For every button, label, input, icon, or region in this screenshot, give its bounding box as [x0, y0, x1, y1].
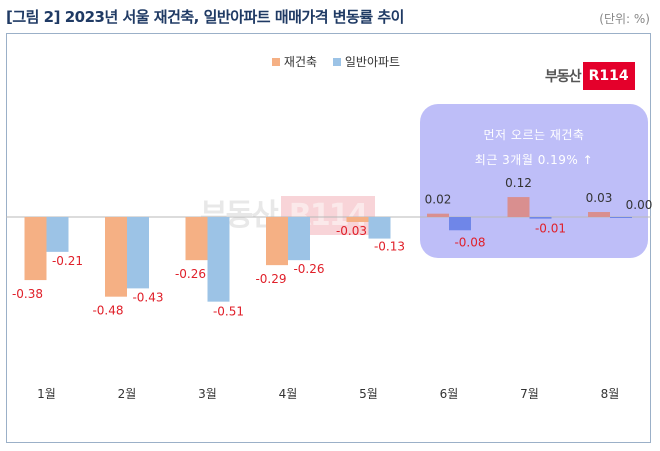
legend: 재건축 일반아파트 [0, 53, 660, 70]
x-tick-label-1: 1월 [37, 387, 56, 401]
bar-rebuild-1 [24, 217, 47, 281]
value-label-rebuild-2: -0.48 [92, 304, 123, 318]
annotation-line-1: 먼저 오르는 재건축 [483, 128, 585, 142]
value-label-rebuild-4: -0.29 [255, 272, 286, 286]
logo-text: 부동산 [545, 69, 582, 85]
value-label-apartment-5: -0.13 [374, 240, 405, 254]
x-tick-label-3: 3월 [198, 387, 217, 401]
bar-apartment-1 [46, 217, 69, 252]
bar-apartment-7 [529, 217, 552, 219]
x-tick-label-5: 5월 [359, 387, 378, 401]
logo-box: R114 [582, 62, 635, 90]
legend-label-apartment: 일반아파트 [344, 55, 401, 69]
value-label-apartment-3: -0.51 [213, 305, 244, 319]
legend-swatch-rebuild [271, 57, 280, 66]
value-label-rebuild-3: -0.26 [175, 267, 206, 281]
bar-apartment-8 [610, 217, 632, 218]
value-label-rebuild-7: 0.12 [505, 176, 532, 190]
brand-logo: 부동산 R114 [545, 62, 635, 90]
x-tick-label-8: 8월 [601, 387, 620, 401]
x-tick-label-7: 7월 [520, 387, 539, 401]
annotation-box: 먼저 오르는 재건축 최근 3개월 0.19% ↑ [420, 104, 648, 258]
bar-apartment-4 [288, 217, 310, 261]
bar-rebuild-6 [427, 213, 449, 217]
value-label-rebuild-5: -0.03 [336, 224, 367, 238]
legend-label-rebuild: 재건축 [283, 55, 318, 69]
bar-apartment-3 [207, 217, 230, 302]
bar-apartment-2 [127, 217, 149, 289]
bar-rebuild-5 [346, 217, 369, 222]
bar-rebuild-7 [507, 197, 530, 217]
annotation-line-2: 최근 3개월 0.19% ↑ [474, 153, 594, 167]
legend-swatch-apartment [332, 57, 341, 66]
bar-apartment-5 [368, 217, 391, 239]
chart-frame [6, 33, 651, 443]
bar-rebuild-3 [185, 217, 208, 261]
unit-label: (단위: %) [599, 12, 650, 26]
value-label-apartment-1: -0.21 [52, 254, 83, 268]
x-tick-label-2: 2월 [118, 387, 137, 401]
value-label-apartment-6: -0.08 [454, 235, 485, 249]
value-label-apartment-2: -0.43 [132, 290, 163, 304]
x-tick-label-4: 4월 [279, 387, 298, 401]
value-label-apartment-4: -0.26 [293, 262, 324, 276]
bar-rebuild-4 [266, 217, 288, 266]
chart-title: [그림 2] 2023년 서울 재건축, 일반아파트 매매가격 변동률 추이 [6, 8, 404, 26]
bar-rebuild-2 [105, 217, 127, 297]
value-label-apartment-8: 0.00 [626, 198, 653, 212]
value-label-rebuild-8: 0.03 [586, 191, 613, 205]
x-tick-label-6: 6월 [440, 387, 459, 401]
value-label-rebuild-1: -0.38 [12, 287, 43, 301]
bar-rebuild-8 [588, 212, 610, 217]
value-label-rebuild-6: 0.02 [425, 193, 452, 207]
bar-apartment-6 [449, 217, 471, 231]
value-label-apartment-7: -0.01 [535, 222, 566, 236]
